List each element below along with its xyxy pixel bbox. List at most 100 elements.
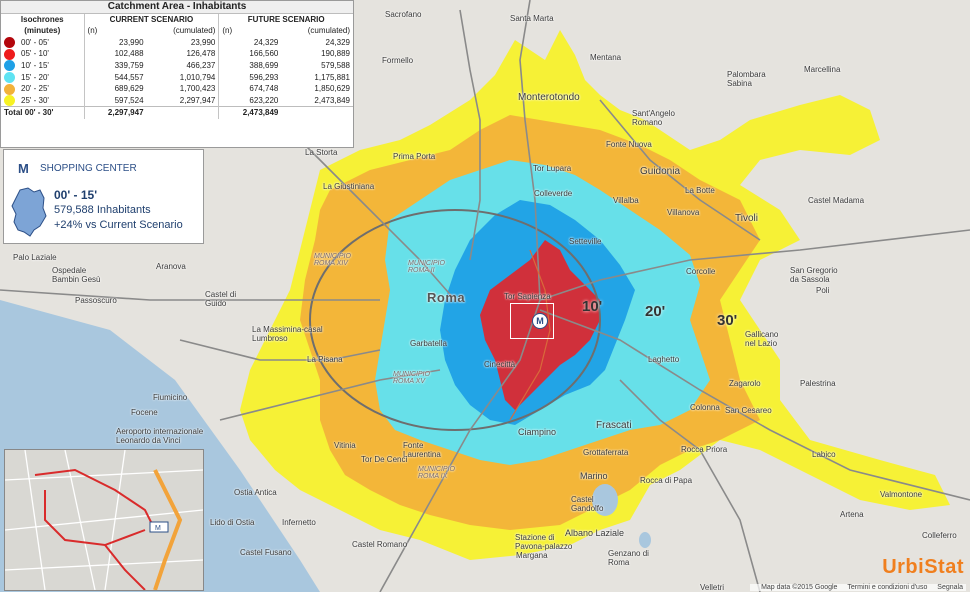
place-vitinia: Vitinia <box>334 441 356 450</box>
table-row: 20' - 25' 689,629 1,700,423 674,748 1,850,62… <box>1 83 353 95</box>
row-future-cum: 190,889 <box>321 49 350 59</box>
place-palestrina: Palestrina <box>800 379 836 388</box>
place-fiumicino: Fiumicino <box>153 393 188 402</box>
row-current-cum: 126,478 <box>186 49 216 59</box>
place-fonte-laurentina: Fonte Laurentina <box>403 441 441 459</box>
row-future-n: 166,560 <box>218 48 282 60</box>
row-current-n: 339,759 <box>83 59 147 72</box>
place-marino: Marino <box>580 471 608 481</box>
shopping-center-icon: M <box>18 161 29 176</box>
row-current-n: 597,524 <box>83 94 147 107</box>
table-row: 25' - 30' 597,524 2,297,947 623,220 2,473,84… <box>1 94 353 107</box>
place-tor-de-cenci: Tor De Cenci <box>361 455 408 464</box>
municipio-ii: MUNICIPIO ROMA II <box>408 260 445 274</box>
row-future-cum: 579,588 <box>321 60 350 70</box>
place-tor-lupara: Tor Lupara <box>533 164 572 173</box>
place-castel-di-guido: Castel di Guido <box>205 290 237 308</box>
shopping-center-highlight[interactable] <box>510 303 554 339</box>
place-settecamini: Setteville <box>569 237 602 246</box>
ring-label-10: 10' <box>582 298 603 315</box>
shopping-center-marker-icon[interactable]: M <box>532 313 548 329</box>
place-castel-fusano: Castel Fusano <box>240 548 292 557</box>
place-focene: Focene <box>131 408 158 417</box>
place-zagarolo: Zagarolo <box>729 379 761 388</box>
place-pavona: Stazione di Pavona-palazzo <box>515 533 573 551</box>
row-future-n: 388,699 <box>218 59 282 72</box>
legend-color-dot <box>4 83 15 95</box>
place-aranova: Aranova <box>156 262 186 271</box>
place-corcolle: Corcolle <box>686 267 716 276</box>
place-tivoli: Tivoli <box>735 213 758 224</box>
legend-color-dot <box>4 71 15 83</box>
table-title: Catchment Area - Inhabitants <box>1 1 353 14</box>
terms-link[interactable]: Termini e condizioni d'uso <box>847 584 928 591</box>
report-link[interactable]: Segnala <box>937 584 963 591</box>
row-future-n: 623,220 <box>218 94 282 107</box>
col-cur-cum: (cumulated) <box>173 26 216 36</box>
place-genzano: Genzano di Roma <box>608 549 649 567</box>
place-palo-laziale: Palo Laziale <box>13 253 57 262</box>
total-label: Total 00' - 30' <box>1 106 85 119</box>
col-cur-n: (n) <box>83 25 147 37</box>
legend-color-dot <box>4 37 15 49</box>
place-margana: Margana <box>516 551 548 560</box>
place-colleferro: Colleferro <box>922 531 957 540</box>
row-range: 15' - 20' <box>1 71 84 84</box>
place-la-pisana: La Pisana <box>307 355 343 364</box>
place-infernetto: Infernetto <box>282 518 316 527</box>
place-laghetto: Laghetto <box>648 355 680 364</box>
minimap-canvas: M <box>5 450 203 590</box>
place-lido-di-ostia: Lido di Ostia <box>210 518 255 527</box>
place-poli: Poli <box>816 286 830 295</box>
row-future-n: 596,293 <box>218 71 282 84</box>
catchment-shape-icon <box>11 187 47 237</box>
row-future-cum: 1,175,881 <box>314 72 350 82</box>
table-total-row: Total 00' - 30' 2,297,947 2,473,849 <box>1 106 353 119</box>
place-fonte-nuova: Fonte Nuova <box>606 140 652 149</box>
row-range: 05' - 10' <box>1 48 84 60</box>
col-minutes: (minutes) <box>24 26 61 36</box>
catchment-table-panel: Catchment Area - Inhabitants Isochrones … <box>0 0 354 148</box>
place-rocca-di-papa: Rocca di Papa <box>640 476 693 485</box>
place-gallicano: Gallicano nel Lazio <box>745 330 779 348</box>
row-current-cum: 23,990 <box>190 37 216 47</box>
municipio-xv: MUNICIPIO ROMA XV <box>393 371 430 385</box>
place-castel-romano: Castel Romano <box>352 540 408 549</box>
row-current-cum: 1,010,794 <box>179 72 216 82</box>
legend-color-dot <box>4 48 15 60</box>
place-aeroporto: Aeroporto internazionale Leonardo da Vin… <box>116 427 204 445</box>
shopping-center-info-panel: M SHOPPING CENTER 00' - 15' 579,588 Inha… <box>3 149 204 244</box>
minimap[interactable]: M <box>4 449 204 591</box>
row-range: 20' - 25' <box>1 83 84 95</box>
place-ospedale: Ospedale Bambin Gesù <box>52 266 101 284</box>
place-velletri: Velletri <box>700 583 725 592</box>
place-albano: Albano Laziale <box>565 528 625 538</box>
place-ciampino: Ciampino <box>518 427 557 437</box>
col-fut-n: (n) <box>218 25 282 37</box>
row-current-n: 689,629 <box>83 83 147 95</box>
map-footer: Map data ©2015 Google Termini e condizio… <box>750 584 966 591</box>
place-sant-angelo: Sant'Angelo Romano <box>632 109 675 127</box>
place-ostia-antica: Ostia Antica <box>234 488 277 497</box>
place-villanova: Villanova <box>667 208 700 217</box>
row-range: 10' - 15' <box>1 60 84 72</box>
place-setteville: Villalba <box>613 196 639 205</box>
municipio-ix: MUNICIPIO ROMA IX <box>418 466 455 480</box>
row-current-n: 544,557 <box>83 71 147 84</box>
table-row: 00' - 05' 23,990 23,990 24,329 24,329 <box>1 36 353 49</box>
total-future: 2,473,849 <box>218 106 282 119</box>
place-rocca-priora: Rocca Priora <box>681 445 728 454</box>
ring-label-20: 20' <box>645 303 666 320</box>
place-santa-marta: Santa Marta <box>510 14 554 23</box>
legend-color-dot <box>4 60 15 72</box>
col-fut-cum: (cumulated) <box>307 26 350 36</box>
place-prima-porta: Prima Porta <box>393 152 436 161</box>
place-tor-sapienza: Tor Sapienza <box>504 292 551 301</box>
place-valmontone: Valmontone <box>880 490 923 499</box>
info-population: 579,588 Inhabitants <box>54 204 151 216</box>
row-future-n: 24,329 <box>218 36 282 49</box>
place-colleverde: Colleverde <box>534 189 573 198</box>
place-guidonia: Guidonia <box>640 166 681 177</box>
place-cinecitta: Cinecittà <box>484 360 516 369</box>
